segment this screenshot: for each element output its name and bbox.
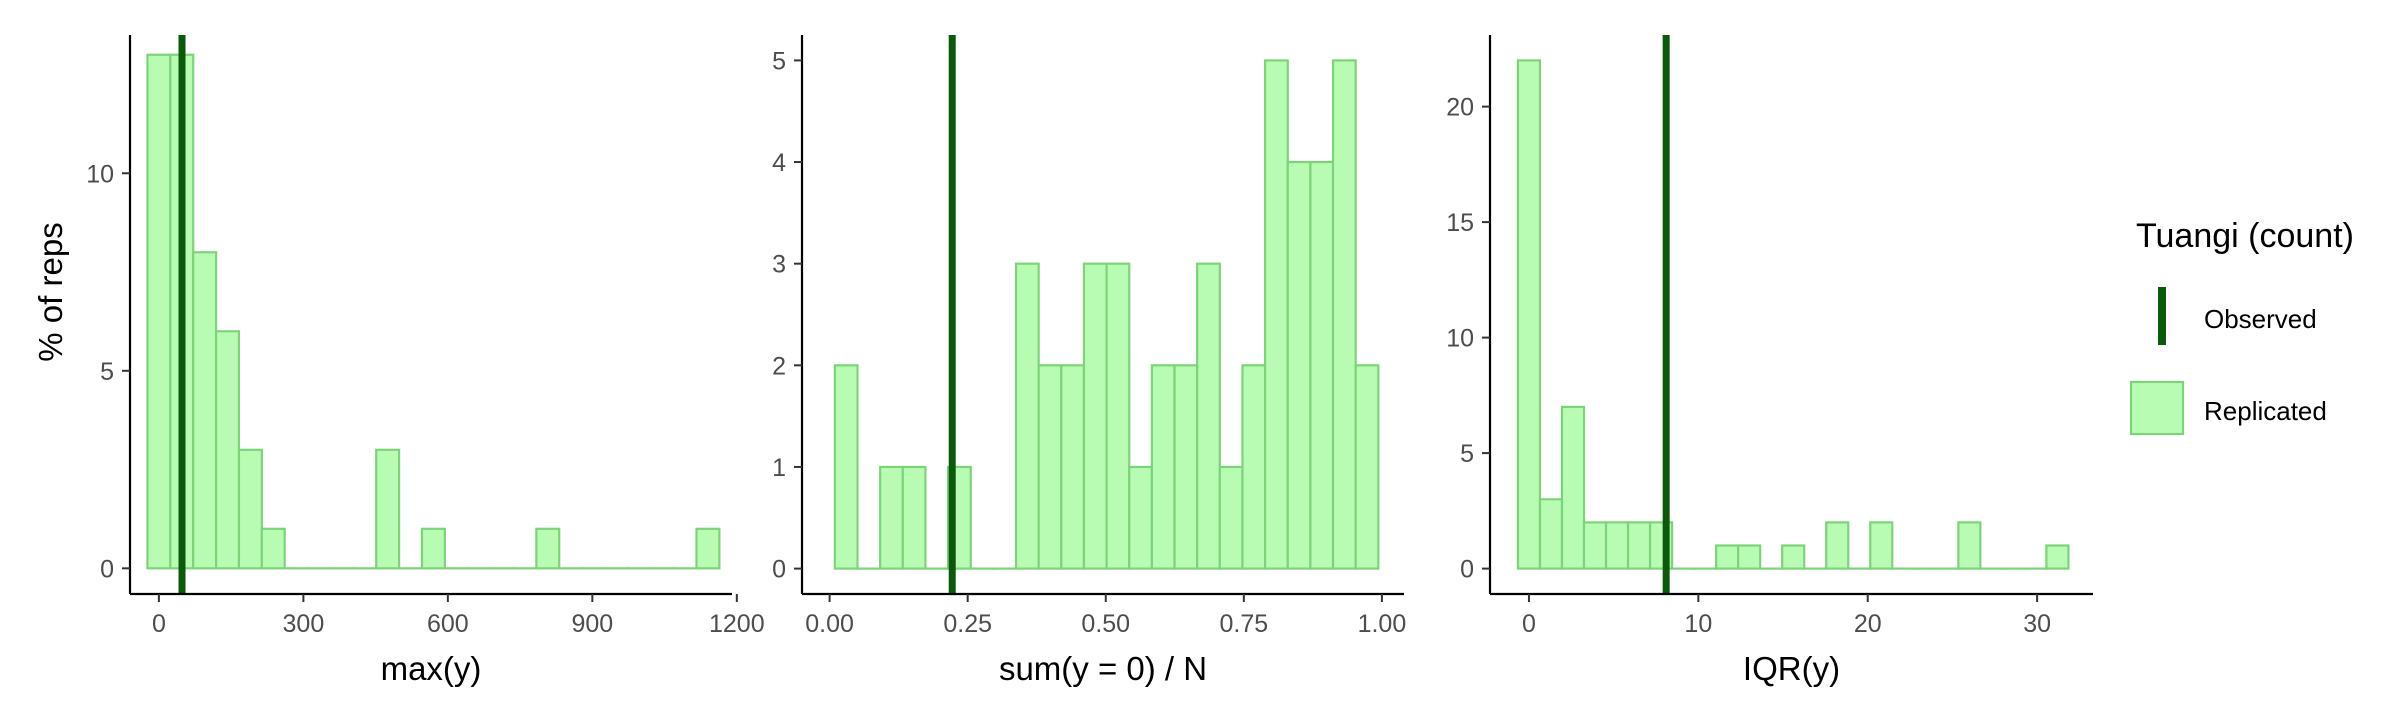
histogram-bar xyxy=(237,448,263,570)
x-tick-label: 30 xyxy=(2023,610,2051,638)
x-tick-label: 0 xyxy=(152,610,166,638)
y-tick-label: 10 xyxy=(86,160,114,188)
legend-title: Tuangi (count) xyxy=(2136,217,2354,255)
histogram-bar xyxy=(1737,544,1762,570)
histogram-bar xyxy=(879,465,904,570)
y-tick-label: 0 xyxy=(100,555,114,583)
x-axis-title: sum(y = 0) / N xyxy=(999,650,1207,687)
y-tick-label: 20 xyxy=(1446,94,1474,122)
y-tick-label: 10 xyxy=(1446,325,1474,353)
histogram-bar xyxy=(1037,364,1063,570)
histogram-bar xyxy=(1538,498,1564,570)
x-tick-label: 0 xyxy=(1522,610,1536,638)
x-tick-label: 0.00 xyxy=(805,610,854,638)
histogram-bar xyxy=(1626,521,1652,570)
y-tick-label: 2 xyxy=(772,352,786,380)
legend-observed-key xyxy=(2158,287,2166,345)
histogram-bar xyxy=(2045,544,2070,570)
histogram-bar xyxy=(901,465,927,570)
x-tick-label: 0.75 xyxy=(1219,610,1268,638)
histogram-bar xyxy=(1331,59,1357,570)
histogram-bar xyxy=(214,330,241,570)
x-axis-title: IQR(y) xyxy=(1743,650,1840,687)
histogram-bar xyxy=(1869,521,1894,570)
y-tick-label: 4 xyxy=(772,149,786,177)
y-tick-label: 0 xyxy=(772,556,786,584)
histogram-bar xyxy=(260,527,286,570)
x-tick-label: 300 xyxy=(283,610,325,638)
x-tick-label: 0.50 xyxy=(1081,610,1130,638)
x-tick-label: 1.00 xyxy=(1358,610,1407,638)
histogram-bar xyxy=(375,448,401,570)
x-tick-label: 0.25 xyxy=(943,610,992,638)
x-tick-label: 10 xyxy=(1684,610,1712,638)
legend-replicated-label: Replicated xyxy=(2204,396,2327,426)
histogram-bar xyxy=(1173,364,1199,570)
y-tick-label: 3 xyxy=(772,251,786,279)
panel-zero-fraction: 0.00 0.25 0.50 0.75 1.00 0 1 2 3 4 5 sum(y = 0) / N xyxy=(772,35,1406,687)
histogram-bar xyxy=(1014,262,1040,570)
histogram-bar xyxy=(1560,405,1586,570)
histogram-bar xyxy=(1354,364,1380,570)
x-axis-title: max(y) xyxy=(381,650,482,687)
histogram-bar xyxy=(833,364,859,570)
histogram-bar xyxy=(1604,521,1630,570)
legend-observed-label: Observed xyxy=(2204,304,2317,334)
y-tick-label: 1 xyxy=(772,454,786,482)
legend: Tuangi (count) Observed Replicated xyxy=(2129,217,2354,436)
histogram-bar xyxy=(146,53,172,570)
histogram-bar xyxy=(1582,521,1608,570)
y-axis-title: % of reps xyxy=(32,222,69,361)
histogram-bar xyxy=(1781,544,1806,570)
panel-max-y: 0 300 600 900 1200 0 5 10 max(y) xyxy=(86,35,765,687)
histogram-bar xyxy=(1150,364,1176,570)
histogram-bar xyxy=(1128,465,1153,570)
histogram-bar xyxy=(1516,59,1542,570)
histogram-bar xyxy=(420,527,446,570)
histogram-bar xyxy=(1715,544,1740,570)
histogram-bar xyxy=(1263,59,1289,570)
y-tick-label: 5 xyxy=(772,47,786,75)
histogram-bar xyxy=(1286,160,1312,570)
x-tick-label: 900 xyxy=(571,610,613,638)
histogram-bar xyxy=(192,251,218,570)
histogram-bar xyxy=(1957,521,1982,570)
histogram-bar xyxy=(1825,521,1850,570)
panel-iqr-y: 0 10 20 30 0 5 10 15 20 IQR(y) xyxy=(1446,35,2093,687)
histogram-bar xyxy=(1218,465,1244,570)
x-tick-label: 20 xyxy=(1854,610,1882,638)
histogram-bar xyxy=(695,527,721,570)
histogram-bar xyxy=(1060,364,1086,570)
histogram-bar xyxy=(1196,262,1221,570)
histogram-bar xyxy=(1105,262,1131,570)
histogram-bar xyxy=(1241,364,1267,570)
histogram-bar xyxy=(535,527,561,570)
x-tick-label: 600 xyxy=(427,610,469,638)
histogram-bar xyxy=(1082,262,1108,570)
y-tick-label: 0 xyxy=(1460,556,1474,584)
y-tick-label: 15 xyxy=(1446,209,1474,237)
legend-replicated-key xyxy=(2129,380,2185,436)
histogram-bar xyxy=(1309,160,1335,570)
y-tick-label: 5 xyxy=(1460,440,1474,468)
y-tick-label: 5 xyxy=(100,358,114,386)
x-tick-label: 1200 xyxy=(709,610,765,638)
